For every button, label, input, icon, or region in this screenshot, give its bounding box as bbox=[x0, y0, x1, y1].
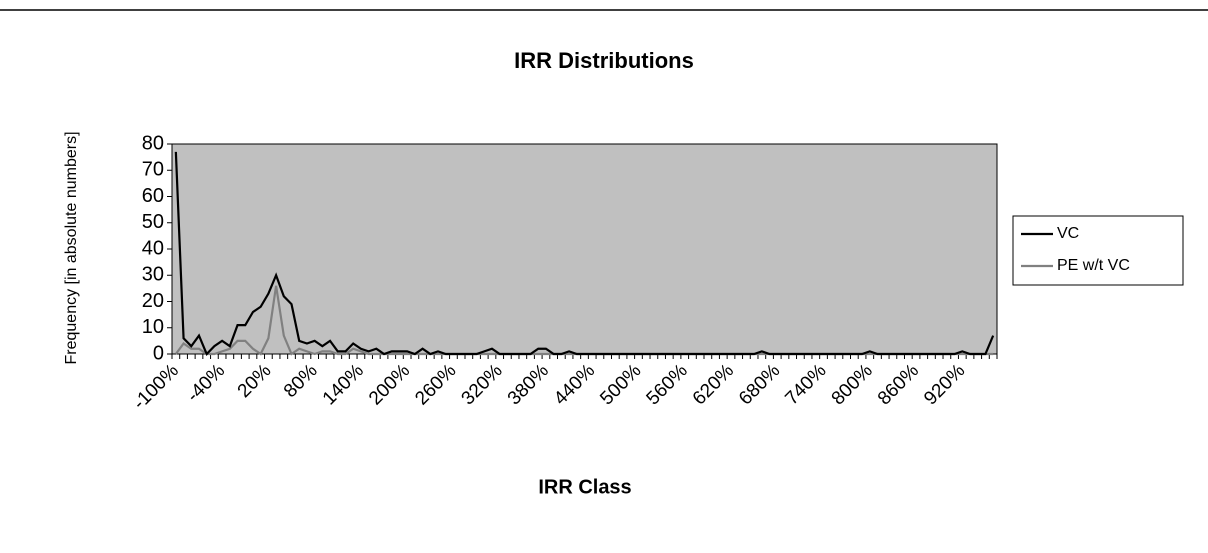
x-tick-label: 920% bbox=[920, 360, 969, 409]
legend-label: PE w/t VC bbox=[1057, 257, 1130, 274]
x-tick-label: 320% bbox=[458, 360, 507, 409]
x-tick-label: 20% bbox=[234, 360, 276, 402]
x-tick-label: 380% bbox=[504, 360, 553, 409]
x-tick-label: 500% bbox=[596, 360, 645, 409]
x-tick-label: 560% bbox=[643, 360, 692, 409]
y-tick-label: 30 bbox=[142, 264, 164, 286]
y-tick-label: 60 bbox=[142, 185, 164, 207]
x-tick-label: 620% bbox=[689, 360, 738, 409]
x-tick-label: 140% bbox=[319, 360, 368, 409]
chart-title: IRR Distributions bbox=[514, 48, 694, 73]
x-tick-label: 800% bbox=[828, 360, 877, 409]
x-tick-label: 860% bbox=[874, 360, 923, 409]
legend-box bbox=[1012, 215, 1184, 286]
x-tick-label: 680% bbox=[735, 360, 784, 409]
x-tick-label: 260% bbox=[411, 360, 460, 409]
x-tick-label: -40% bbox=[183, 360, 229, 406]
y-axis-title: Frequency [in absolute numbers] bbox=[63, 131, 80, 364]
y-tick-label: 10 bbox=[142, 316, 164, 338]
y-tick-label: 40 bbox=[142, 237, 164, 259]
x-tick-label: 740% bbox=[781, 360, 830, 409]
x-tick-label: 200% bbox=[365, 360, 414, 409]
y-tick-label: 80 bbox=[142, 132, 164, 154]
y-tick-label: 70 bbox=[142, 159, 164, 181]
legend-label: VC bbox=[1057, 225, 1079, 242]
x-tick-label: 440% bbox=[550, 360, 599, 409]
y-tick-label: 0 bbox=[153, 342, 164, 364]
y-tick-label: 50 bbox=[142, 211, 164, 233]
x-axis-title: IRR Class bbox=[538, 476, 631, 498]
y-tick-label: 20 bbox=[142, 290, 164, 312]
x-tick-label: 80% bbox=[280, 360, 322, 402]
x-tick-label: -100% bbox=[129, 360, 183, 414]
series-line bbox=[174, 151, 995, 356]
